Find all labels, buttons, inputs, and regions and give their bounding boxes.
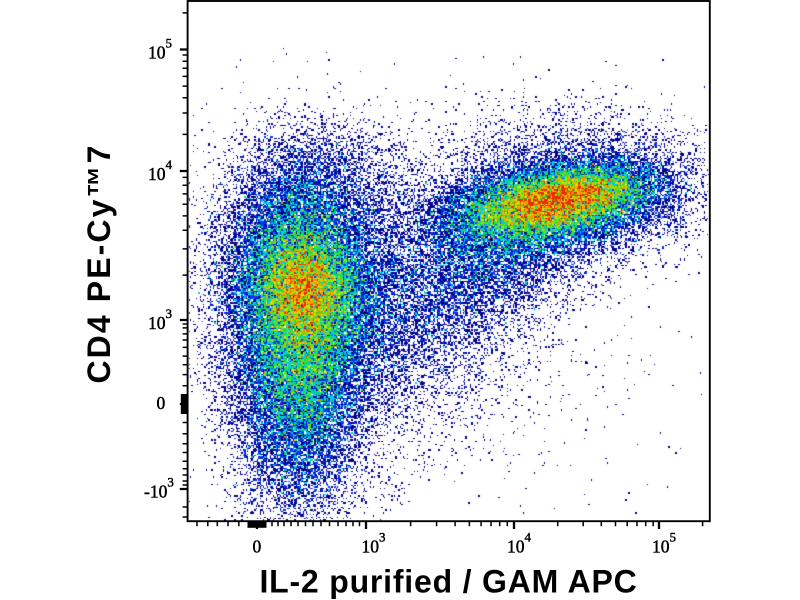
svg-text:0: 0 bbox=[157, 393, 166, 413]
svg-text:104: 104 bbox=[507, 530, 532, 557]
svg-text:-103: -103 bbox=[144, 475, 174, 502]
svg-text:CD4 PE-Cy™7: CD4 PE-Cy™7 bbox=[81, 143, 117, 383]
svg-text:0: 0 bbox=[253, 537, 262, 557]
svg-text:104: 104 bbox=[148, 157, 173, 184]
svg-text:IL-2 purified / GAM APC: IL-2 purified / GAM APC bbox=[259, 564, 637, 600]
svg-text:105: 105 bbox=[652, 530, 676, 557]
svg-text:103: 103 bbox=[362, 530, 386, 557]
svg-text:103: 103 bbox=[148, 306, 172, 333]
svg-text:105: 105 bbox=[148, 36, 172, 63]
